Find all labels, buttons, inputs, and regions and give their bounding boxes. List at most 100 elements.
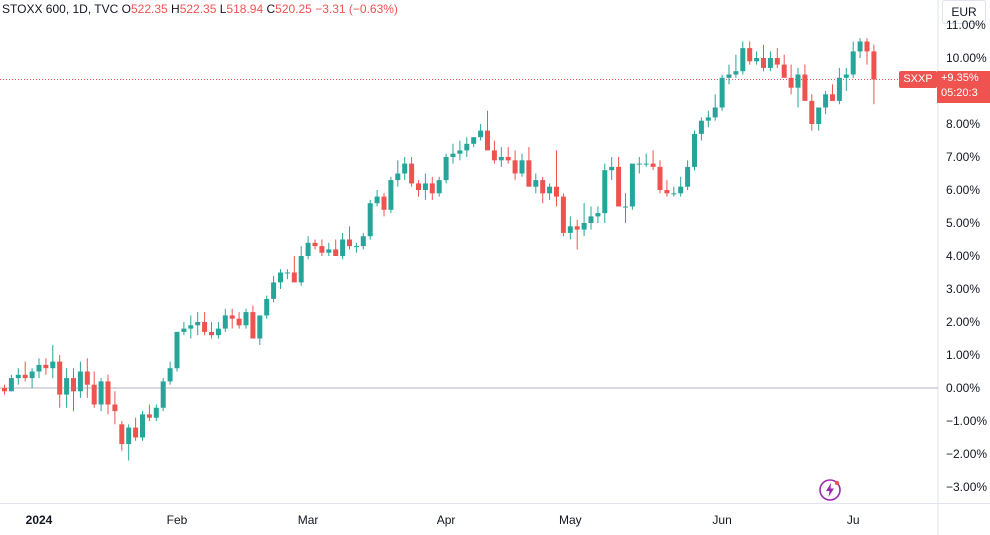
candle-up: [160, 378, 166, 412]
candle-body: [181, 328, 187, 332]
candle-up: [77, 361, 83, 398]
candle-up: [181, 322, 187, 336]
candle-body: [540, 180, 546, 194]
candle-down: [91, 371, 97, 408]
candle-body: [319, 246, 325, 253]
candle-body: [402, 163, 408, 174]
high-label: H: [171, 2, 180, 16]
candle-down: [333, 239, 339, 256]
candle-body: [77, 371, 83, 392]
candle-body: [712, 107, 718, 118]
candle-up: [243, 308, 249, 329]
candle-body: [636, 163, 642, 165]
candle-body: [616, 166, 622, 207]
candle-body: [788, 77, 794, 88]
candle-body: [71, 378, 76, 392]
candle-down: [57, 355, 63, 408]
candle-up: [340, 232, 346, 260]
candle-body: [450, 153, 456, 157]
candle-down: [119, 421, 125, 451]
candle-down: [788, 64, 794, 95]
candle-body: [98, 381, 104, 405]
candle-up: [767, 51, 773, 72]
candle-up: [698, 117, 704, 141]
low-label: L: [219, 2, 227, 16]
candle-body: [105, 381, 111, 405]
candle-body: [140, 414, 145, 438]
candle-up: [726, 64, 732, 85]
candle-down: [202, 312, 208, 336]
candle-up: [126, 424, 132, 461]
candle-down: [774, 48, 780, 68]
candle-body: [126, 427, 132, 445]
candle-up: [457, 140, 463, 161]
candle-down: [84, 358, 90, 398]
candle-up: [360, 232, 366, 250]
candle-up: [326, 242, 332, 256]
candle-body: [498, 157, 504, 161]
candle-body: [271, 282, 277, 299]
candle-up: [8, 374, 14, 392]
candle-body: [574, 226, 580, 230]
candle-up: [498, 147, 504, 167]
candle-up: [671, 186, 677, 197]
candle-body: [733, 71, 739, 75]
candle-down: [781, 54, 787, 78]
candle-body: [243, 312, 249, 326]
y-tick-label: 5.00%: [946, 216, 980, 230]
candle-body: [160, 381, 166, 408]
candle-up: [719, 74, 725, 111]
y-tick-label: 10.00%: [946, 51, 987, 65]
candle-body: [698, 120, 704, 134]
candle-down: [22, 361, 28, 382]
candle-body: [374, 196, 380, 204]
candle-up: [264, 295, 270, 319]
y-tick-label: 11.00%: [946, 18, 986, 32]
x-tick-label: 2024: [26, 513, 53, 527]
candle-body: [533, 180, 539, 187]
lightning-bolt-icon[interactable]: [818, 478, 842, 502]
candle-down: [250, 305, 256, 339]
candle-body: [29, 371, 35, 379]
candle-up: [588, 206, 594, 230]
y-tick-label: 7.00%: [946, 150, 980, 164]
candle-body: [395, 173, 401, 181]
candle-up: [478, 124, 484, 141]
candle-body: [761, 58, 766, 68]
candle-body: [816, 107, 822, 124]
y-tick-label: 1.00%: [946, 348, 980, 362]
candle-down: [554, 150, 559, 207]
candle-up: [519, 153, 525, 177]
candle-down: [105, 374, 111, 415]
candle-up: [450, 143, 456, 164]
candle-down: [512, 150, 518, 181]
currency-button[interactable]: EUR: [942, 0, 986, 24]
open-label: O: [121, 2, 131, 16]
candle-down: [664, 180, 670, 197]
candle-up: [595, 206, 601, 223]
candle-down: [650, 150, 656, 171]
candle-body: [588, 216, 594, 223]
candle-down: [347, 226, 352, 250]
candle-body: [112, 404, 118, 412]
candle-body: [754, 58, 760, 62]
candle-up: [609, 157, 615, 181]
bar-countdown: 05:20:3: [941, 87, 978, 99]
candle-down: [236, 312, 242, 329]
candle-up: [843, 67, 849, 91]
candle-body: [333, 249, 339, 256]
x-tick-label: Mar: [298, 513, 319, 527]
candle-body: [381, 196, 387, 210]
candle-body: [629, 163, 635, 207]
candle-up: [257, 315, 263, 346]
candle-body: [84, 371, 90, 385]
close-value: 520.25: [275, 2, 312, 16]
candle-up: [140, 411, 145, 441]
candle-down: [540, 176, 546, 204]
candle-up: [284, 269, 290, 280]
x-tick-label: Ju: [847, 513, 860, 527]
candle-body: [22, 374, 28, 379]
candle-up: [567, 216, 573, 240]
candle-up: [374, 190, 380, 207]
